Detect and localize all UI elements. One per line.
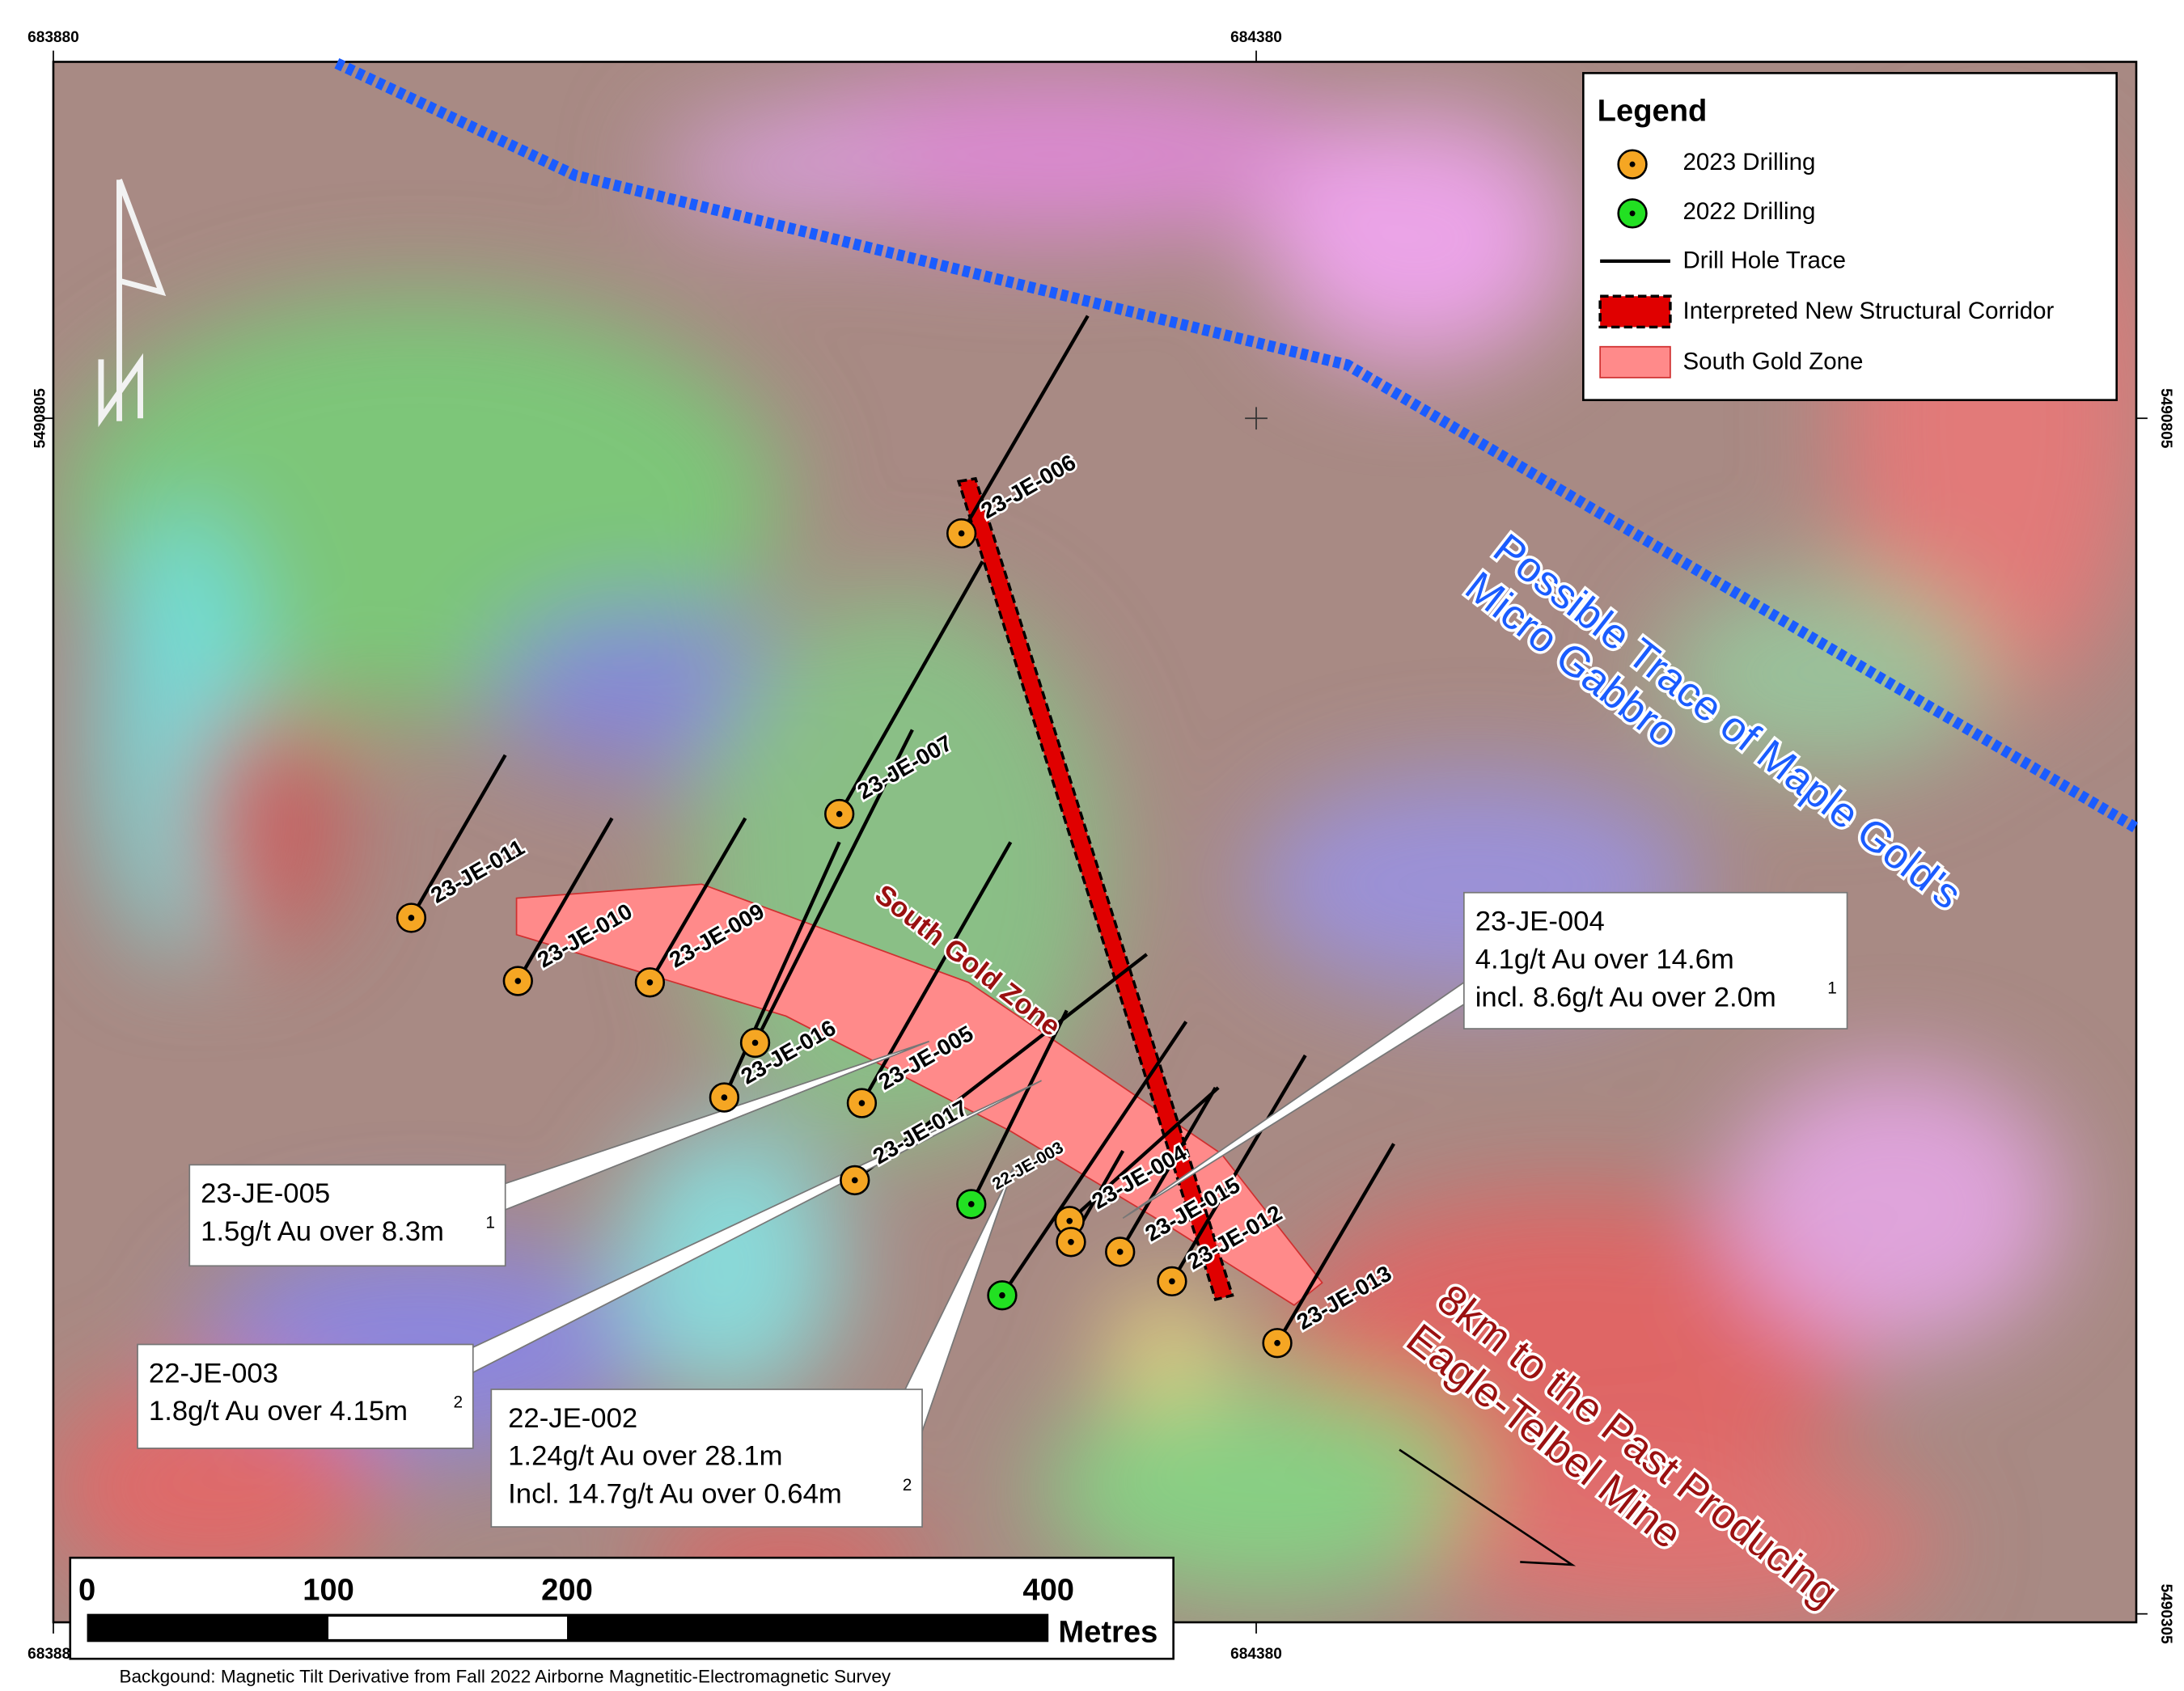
field-blob — [617, 1122, 843, 1404]
callout-title: 23-JE-005 — [201, 1178, 330, 1209]
drill-trace — [1001, 1021, 1188, 1296]
gabbro-trace — [334, 57, 2140, 833]
scale-label: 100 — [303, 1572, 354, 1607]
structural-corridor — [956, 476, 1234, 1302]
drill-trace — [1170, 1054, 1307, 1283]
drill-trace — [516, 817, 614, 983]
legend-item: Drill Hole Trace — [1683, 247, 1847, 274]
callout-note: 1 — [485, 1213, 495, 1232]
legend-symbol — [1599, 345, 1671, 378]
drill-hole-dot — [1274, 1339, 1280, 1346]
scale-label: 200 — [541, 1572, 593, 1607]
legend-item: 2022 Drilling — [1683, 198, 1816, 225]
callout-box — [137, 1343, 474, 1449]
callout-line: incl. 8.6g/t Au over 2.0m — [1475, 982, 1776, 1012]
drill-hole-dot — [514, 978, 522, 984]
drill-hole-dot — [1116, 1249, 1124, 1255]
footer: Backgound: Magnetic Tilt Derivative from… — [119, 1667, 891, 1687]
drill-hole-dot — [999, 1292, 1005, 1299]
legend-symbol — [1629, 210, 1636, 217]
field-blob — [1656, 575, 1994, 772]
callout-line: 1.24g/t Au over 28.1m — [508, 1441, 782, 1472]
drill-hole-dot — [958, 530, 965, 537]
callout-line: Incl. 14.7g/t Au over 0.64m — [508, 1479, 842, 1510]
north-arrow — [98, 179, 167, 428]
callout-box — [188, 1164, 506, 1267]
legend-item: Interpreted New Structural Corridor — [1683, 298, 2055, 324]
drill-trace — [722, 841, 841, 1098]
callout-note: 2 — [453, 1393, 463, 1412]
legend-item: South Gold Zone — [1683, 348, 1864, 374]
drill-hole-dot — [1169, 1278, 1175, 1285]
callout-note: 1 — [1827, 979, 1837, 998]
callout-note: 2 — [903, 1476, 912, 1494]
legend-box — [1582, 72, 2118, 401]
scale-label: 400 — [1022, 1572, 1074, 1607]
drill-trace — [837, 560, 984, 815]
field-blob — [1432, 1459, 1937, 1623]
drill-hole-dot — [721, 1094, 728, 1101]
callout-title: 23-JE-004 — [1475, 907, 1605, 937]
legend-title: Legend — [1598, 93, 1708, 128]
direction-arrow — [1399, 1448, 1577, 1566]
drill-trace — [1276, 1143, 1395, 1344]
grid-label: 5490805 — [2157, 388, 2174, 449]
callout-line: 1.5g/t Au over 8.3m — [201, 1216, 444, 1247]
grid-label: 5490805 — [32, 388, 49, 449]
field-blob — [1108, 1291, 1221, 1404]
south-gold-zone — [515, 883, 1323, 1306]
field-blob — [743, 70, 1362, 239]
scale-unit: Metres — [1058, 1614, 1158, 1649]
scale-segment — [328, 1617, 568, 1639]
drill-hole-dot — [1066, 1217, 1073, 1224]
field-blob — [1039, 1375, 1488, 1600]
scale-segment — [87, 1613, 1049, 1642]
legend-symbol — [1598, 294, 1672, 329]
drill-trace — [753, 729, 914, 1044]
drill-trace — [969, 1009, 1069, 1205]
drill-trace — [959, 315, 1090, 535]
callout-line: 1.8g/t Au over 4.15m — [149, 1396, 408, 1427]
drill-trace — [1118, 1086, 1217, 1253]
grid-label: 683880 — [28, 29, 79, 46]
callout-box — [490, 1389, 923, 1528]
drill-hole-dot — [1068, 1238, 1074, 1245]
callout-box — [1462, 891, 1848, 1029]
legend-item: 2023 Drilling — [1683, 149, 1816, 175]
drill-hole-dot — [836, 810, 843, 818]
grid-label: 684380 — [1230, 1646, 1282, 1663]
grid-label: 683880 — [28, 1646, 79, 1663]
drill-hole-dot — [646, 979, 654, 986]
callout-title: 22-JE-003 — [149, 1358, 278, 1389]
drill-hole-dot — [967, 1201, 975, 1207]
drill-trace — [860, 841, 1013, 1105]
drill-hole-dot — [858, 1100, 866, 1106]
grid-cross — [1245, 407, 1268, 430]
drill-hole-dot — [851, 1177, 858, 1184]
drill-hole-dot — [408, 915, 415, 921]
scale-label: 0 — [78, 1572, 95, 1607]
grid-label: 684380 — [1230, 29, 1282, 46]
field-blob — [189, 708, 345, 948]
legend-symbol — [1629, 161, 1636, 167]
field-blob — [1263, 112, 1572, 366]
callout-title: 22-JE-002 — [508, 1403, 637, 1434]
drill-trace — [853, 953, 1149, 1182]
scale-box — [69, 1556, 1175, 1660]
callout-line: 4.1g/t Au over 14.6m — [1475, 944, 1734, 974]
drill-trace — [648, 817, 747, 983]
drill-trace — [409, 754, 507, 919]
field-blob — [1726, 1066, 2063, 1347]
field-blob — [659, 112, 912, 225]
drill-hole-dot — [751, 1039, 759, 1046]
grid-label: 5490305 — [2157, 1583, 2174, 1644]
